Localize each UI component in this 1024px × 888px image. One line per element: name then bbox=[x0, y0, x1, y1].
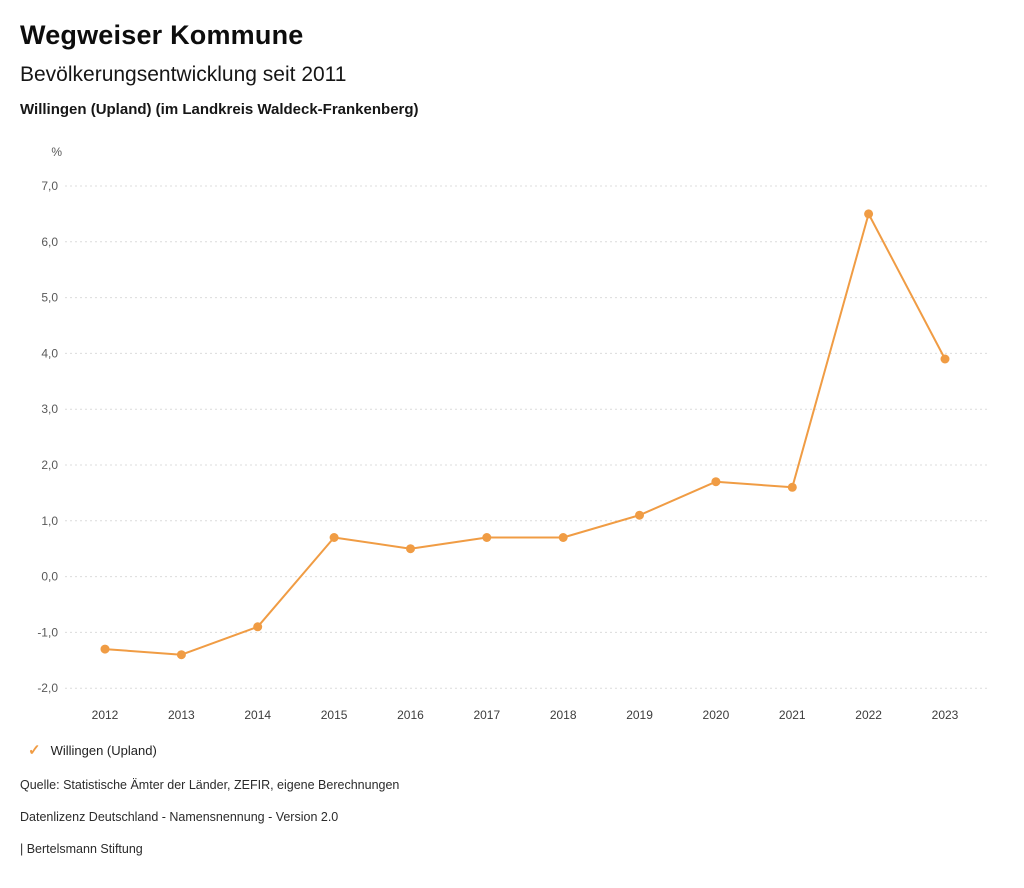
x-tick-label: 2015 bbox=[321, 708, 348, 722]
data-point[interactable] bbox=[711, 477, 721, 487]
x-tick-label: 2023 bbox=[932, 708, 959, 722]
footer: Quelle: Statistische Ämter der Länder, Z… bbox=[20, 778, 1024, 856]
page-title: Wegweiser Kommune bbox=[20, 20, 304, 50]
y-tick-label: 0,0 bbox=[41, 570, 58, 584]
y-tick-label: 2,0 bbox=[41, 458, 58, 472]
chart-subtitle: Willingen (Upland) (im Landkreis Waldeck… bbox=[20, 101, 419, 118]
y-tick-label: -2,0 bbox=[37, 681, 58, 695]
y-tick-label: 1,0 bbox=[41, 514, 58, 528]
check-icon: ✓ bbox=[28, 742, 41, 759]
data-point[interactable] bbox=[940, 354, 950, 364]
attribution-line: | Bertelsmann Stiftung bbox=[20, 842, 143, 856]
x-tick-label: 2022 bbox=[855, 708, 882, 722]
x-tick-label: 2020 bbox=[703, 708, 730, 722]
license-line: Datenlizenz Deutschland - Namensnennung … bbox=[20, 810, 339, 824]
x-tick-label: 2018 bbox=[550, 708, 577, 722]
y-tick-label: 6,0 bbox=[41, 235, 58, 249]
x-tick-label: 2014 bbox=[244, 708, 271, 722]
data-point[interactable] bbox=[253, 622, 263, 632]
x-tick-label: 2016 bbox=[397, 708, 424, 722]
legend-label: Willingen (Upland) bbox=[50, 743, 157, 758]
data-point[interactable] bbox=[100, 644, 110, 654]
data-point[interactable] bbox=[329, 533, 339, 542]
chart-title: Bevölkerungsentwicklung seit 2011 bbox=[20, 63, 347, 86]
data-point[interactable] bbox=[635, 510, 644, 520]
report-page: Wegweiser Kommune Bevölkerungsentwicklun… bbox=[0, 20, 1024, 856]
data-point[interactable] bbox=[787, 482, 797, 492]
y-tick-label: -1,0 bbox=[37, 625, 58, 639]
data-point[interactable] bbox=[558, 533, 568, 542]
chart-canvas: % 7,0 6,0 5,0 4,0 3,0 2,0 1,0 0,0 -1,0 -2,0 2012 201… bbox=[37, 145, 990, 722]
data-point[interactable] bbox=[406, 544, 415, 554]
y-tick-label: 7,0 bbox=[41, 179, 58, 193]
legend-item-willingen[interactable]: ✓ Willingen (Upland) bbox=[28, 743, 1024, 758]
y-tick-label: 3,0 bbox=[41, 402, 58, 416]
x-tick-label: 2019 bbox=[626, 708, 653, 722]
x-tick-label: 2013 bbox=[168, 708, 195, 722]
series-line bbox=[104, 212, 946, 656]
y-tick-label: 5,0 bbox=[41, 291, 58, 305]
x-tick-label: 2017 bbox=[473, 708, 500, 722]
source-line: Quelle: Statistische Ämter der Länder, Z… bbox=[20, 778, 400, 792]
x-tick-label: 2021 bbox=[779, 708, 806, 722]
data-point[interactable] bbox=[176, 650, 186, 660]
x-tick-label: 2012 bbox=[92, 708, 119, 722]
data-point[interactable] bbox=[864, 209, 874, 219]
population-trend-chart: % 7,0 6,0 5,0 4,0 3,0 2,0 1,0 0,0 -1,0 -2,0 2012 201… bbox=[0, 126, 1024, 731]
y-axis-unit-label: % bbox=[51, 145, 62, 159]
data-point[interactable] bbox=[482, 533, 492, 542]
y-tick-label: 4,0 bbox=[41, 346, 58, 360]
